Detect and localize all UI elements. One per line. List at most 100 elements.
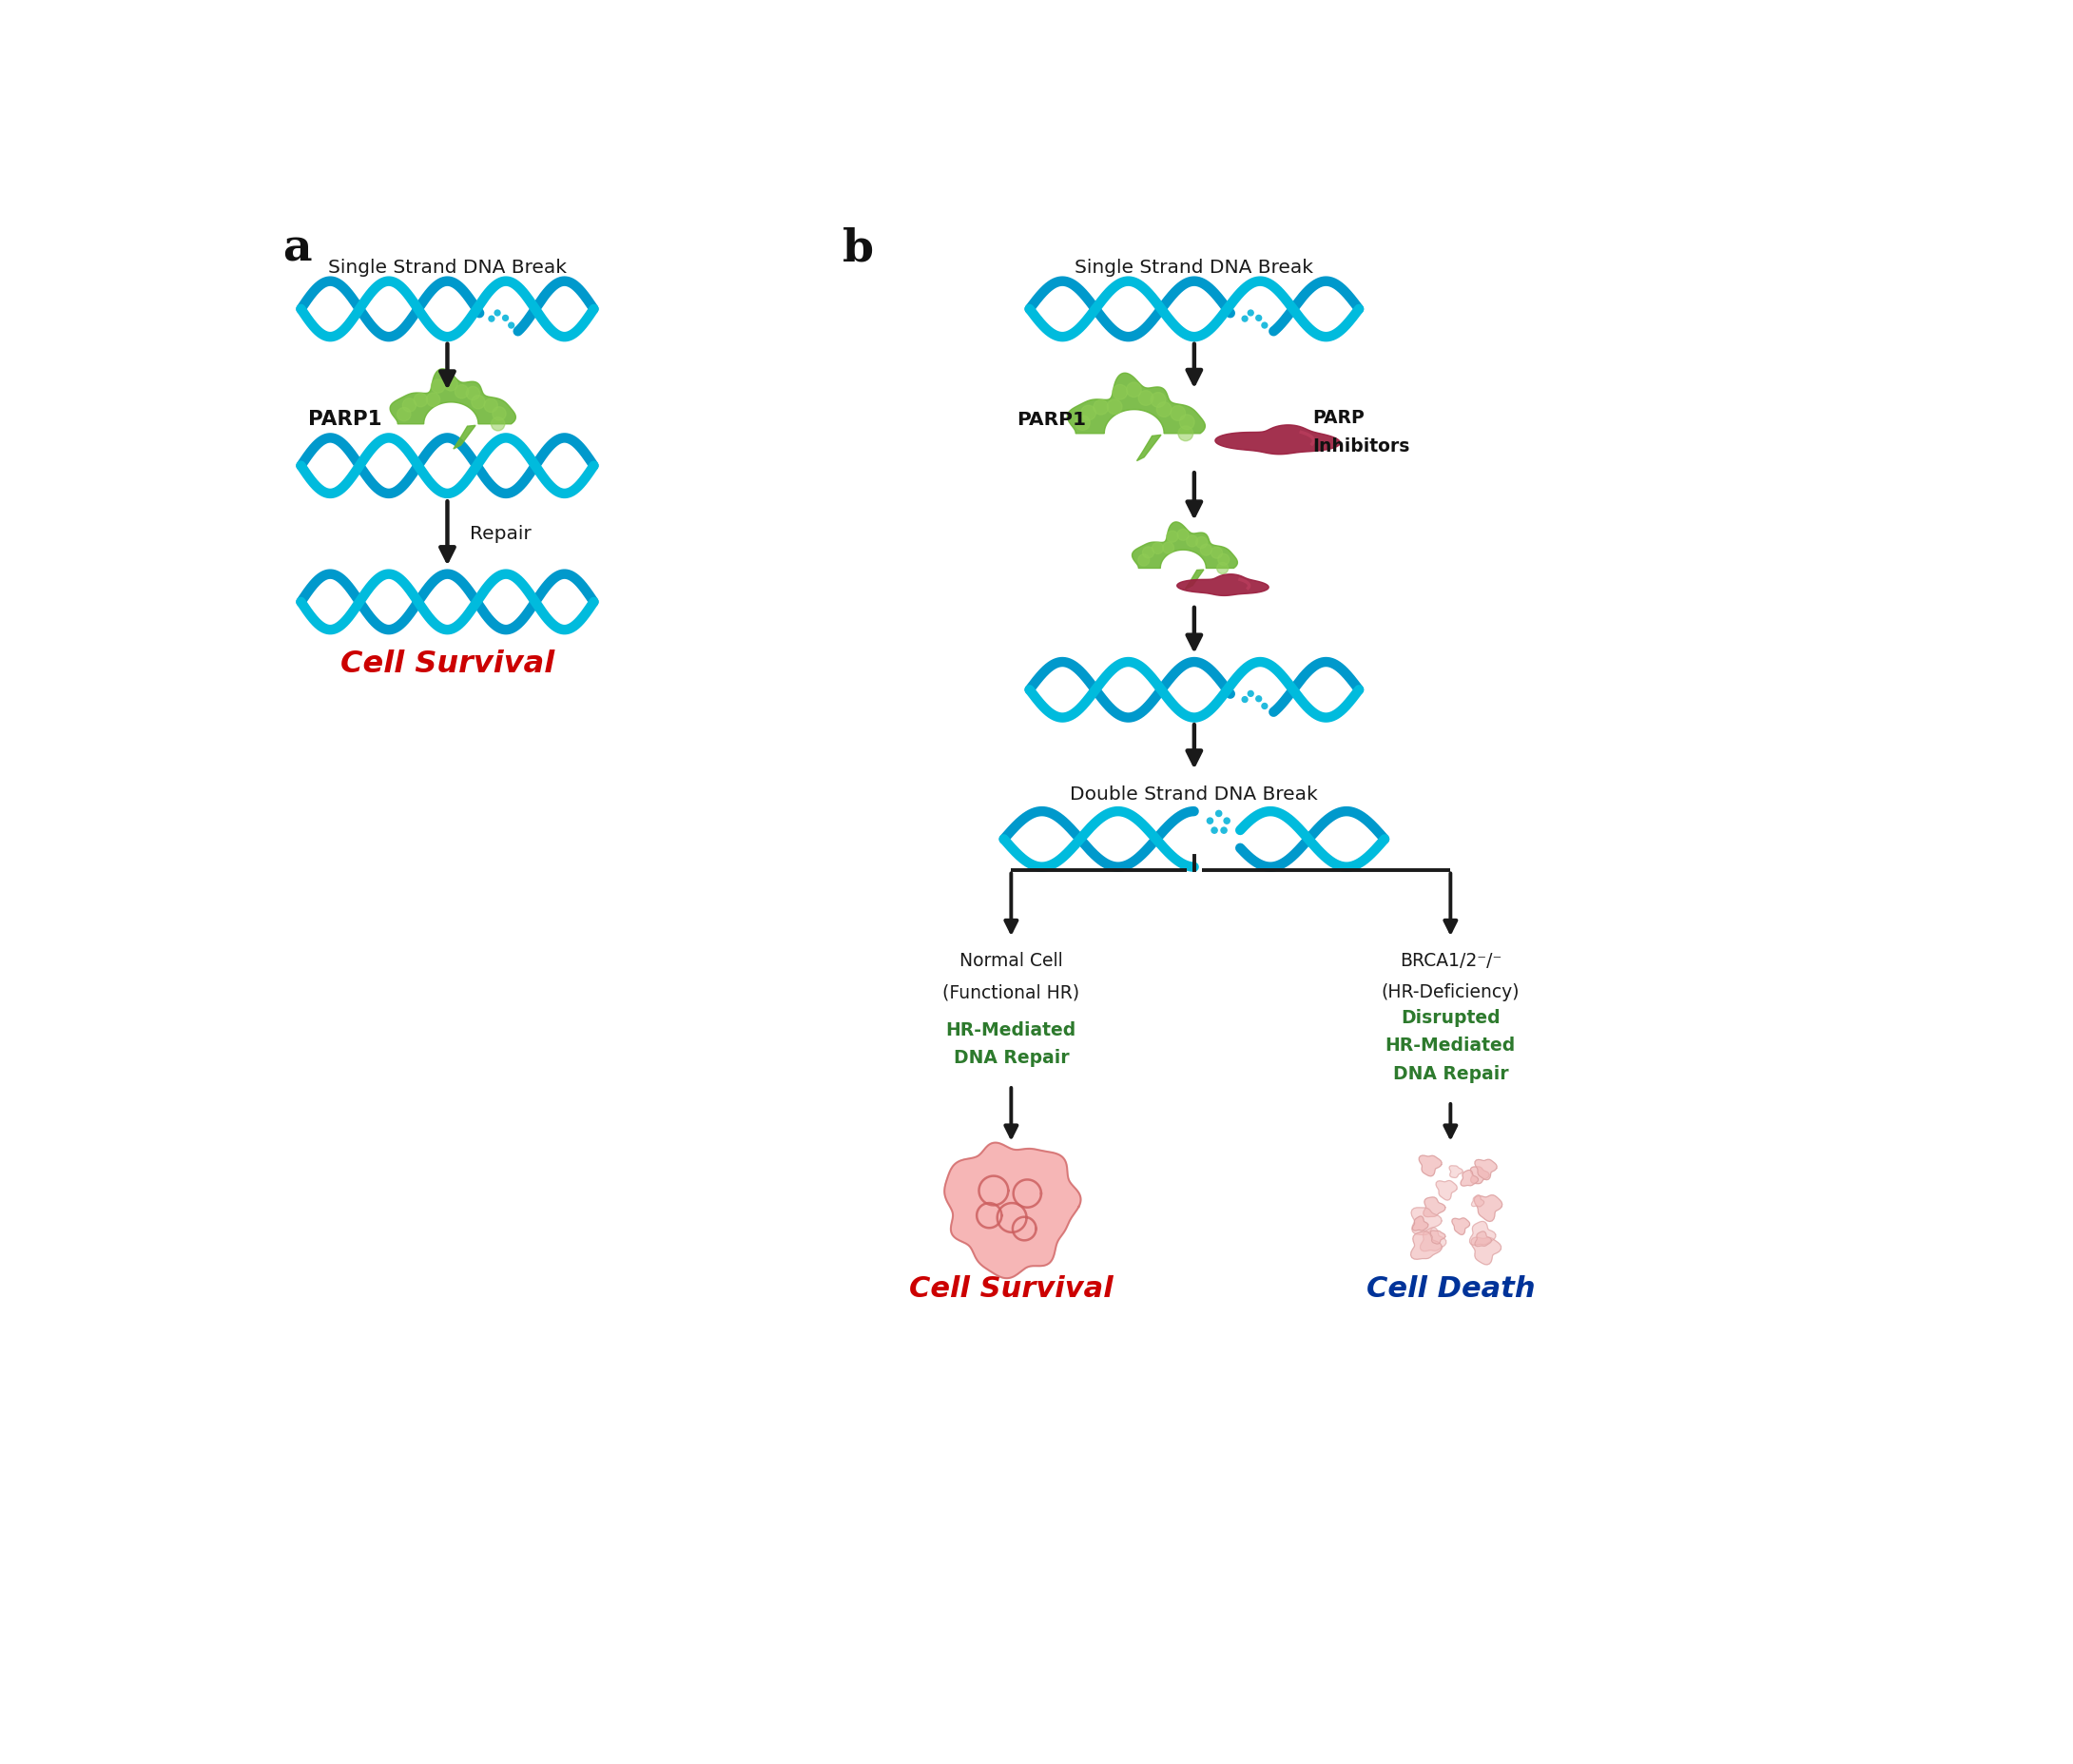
Circle shape xyxy=(1242,318,1248,323)
Polygon shape xyxy=(1420,1155,1441,1177)
Circle shape xyxy=(1076,416,1090,430)
Circle shape xyxy=(1092,400,1109,415)
Circle shape xyxy=(1248,691,1254,697)
Text: Cell Survival: Cell Survival xyxy=(910,1274,1113,1302)
Circle shape xyxy=(1167,531,1177,543)
Polygon shape xyxy=(1412,1208,1443,1235)
Circle shape xyxy=(1177,529,1188,542)
Circle shape xyxy=(1142,547,1155,559)
Text: (Functional HR): (Functional HR) xyxy=(943,983,1080,1002)
Text: Normal Cell: Normal Cell xyxy=(960,951,1063,970)
Polygon shape xyxy=(454,427,475,450)
Circle shape xyxy=(444,377,458,392)
Circle shape xyxy=(1200,545,1213,556)
Text: a: a xyxy=(282,228,311,270)
Text: Cell Survival: Cell Survival xyxy=(340,649,553,679)
Circle shape xyxy=(402,399,417,413)
Circle shape xyxy=(415,393,427,407)
Polygon shape xyxy=(1412,1231,1443,1259)
Polygon shape xyxy=(1474,1159,1497,1180)
Circle shape xyxy=(1138,392,1153,406)
Polygon shape xyxy=(1451,1219,1470,1235)
Circle shape xyxy=(427,393,439,407)
Circle shape xyxy=(1219,554,1229,566)
Circle shape xyxy=(1221,827,1227,834)
Text: BRCA1/2⁻/⁻: BRCA1/2⁻/⁻ xyxy=(1399,951,1501,970)
Polygon shape xyxy=(1420,1228,1447,1251)
Circle shape xyxy=(1163,543,1173,554)
Circle shape xyxy=(1180,415,1194,430)
Text: DNA Repair: DNA Repair xyxy=(1393,1065,1509,1083)
Circle shape xyxy=(1242,697,1248,702)
Text: PARP1: PARP1 xyxy=(309,409,381,429)
Text: (HR-Deficiency): (HR-Deficiency) xyxy=(1381,983,1520,1002)
Text: HR-Mediated: HR-Mediated xyxy=(945,1021,1076,1039)
Circle shape xyxy=(1262,323,1267,328)
Circle shape xyxy=(1223,818,1229,824)
Text: Single Strand DNA Break: Single Strand DNA Break xyxy=(328,258,566,277)
Polygon shape xyxy=(1474,1231,1490,1247)
Text: PARP: PARP xyxy=(1312,407,1364,427)
Circle shape xyxy=(1186,536,1198,547)
Text: Repair: Repair xyxy=(468,524,531,543)
Circle shape xyxy=(1177,427,1194,441)
Polygon shape xyxy=(1470,1168,1488,1184)
Circle shape xyxy=(1153,543,1163,554)
Text: b: b xyxy=(844,228,875,270)
Polygon shape xyxy=(1470,1222,1495,1245)
Polygon shape xyxy=(1136,436,1161,462)
Circle shape xyxy=(1248,310,1254,316)
Circle shape xyxy=(1217,563,1229,575)
Circle shape xyxy=(493,407,506,422)
Text: HR-Mediated: HR-Mediated xyxy=(1385,1035,1515,1055)
Circle shape xyxy=(1196,538,1206,549)
Polygon shape xyxy=(1437,1180,1457,1201)
Circle shape xyxy=(1080,406,1097,422)
Polygon shape xyxy=(1472,1196,1484,1207)
Text: Single Strand DNA Break: Single Strand DNA Break xyxy=(1076,258,1314,277)
Circle shape xyxy=(1262,704,1267,709)
Circle shape xyxy=(398,407,410,422)
Circle shape xyxy=(1157,402,1171,418)
Polygon shape xyxy=(1186,570,1204,589)
Polygon shape xyxy=(1472,1238,1501,1265)
Polygon shape xyxy=(1449,1166,1464,1178)
Text: Cell Death: Cell Death xyxy=(1366,1274,1534,1302)
Polygon shape xyxy=(1068,374,1204,434)
Circle shape xyxy=(1217,811,1221,817)
Text: PARP1: PARP1 xyxy=(1018,411,1086,429)
Polygon shape xyxy=(1474,1196,1503,1222)
Circle shape xyxy=(1126,383,1142,399)
Circle shape xyxy=(491,418,504,432)
Circle shape xyxy=(431,379,446,393)
Polygon shape xyxy=(390,370,516,425)
Polygon shape xyxy=(1424,1198,1445,1217)
Circle shape xyxy=(1171,406,1186,422)
Circle shape xyxy=(1107,400,1121,415)
Circle shape xyxy=(1138,556,1148,566)
Circle shape xyxy=(489,318,493,323)
Circle shape xyxy=(508,323,514,328)
Circle shape xyxy=(1211,827,1217,834)
Circle shape xyxy=(1256,316,1262,321)
Polygon shape xyxy=(1412,1217,1428,1231)
Polygon shape xyxy=(1430,1231,1445,1244)
Circle shape xyxy=(485,399,498,413)
Polygon shape xyxy=(1215,425,1341,455)
Circle shape xyxy=(495,310,500,316)
Circle shape xyxy=(1151,393,1165,407)
Circle shape xyxy=(1256,697,1262,702)
Circle shape xyxy=(454,386,468,399)
Circle shape xyxy=(1206,818,1213,824)
Polygon shape xyxy=(1132,522,1238,568)
Circle shape xyxy=(466,388,479,400)
Polygon shape xyxy=(1461,1170,1478,1185)
Text: Disrupted: Disrupted xyxy=(1401,1009,1501,1027)
Polygon shape xyxy=(945,1143,1080,1279)
Circle shape xyxy=(502,316,508,321)
Circle shape xyxy=(471,395,485,409)
Text: Double Strand DNA Break: Double Strand DNA Break xyxy=(1070,785,1318,803)
Polygon shape xyxy=(1177,575,1269,596)
Text: DNA Repair: DNA Repair xyxy=(954,1048,1070,1067)
Circle shape xyxy=(1113,385,1128,400)
